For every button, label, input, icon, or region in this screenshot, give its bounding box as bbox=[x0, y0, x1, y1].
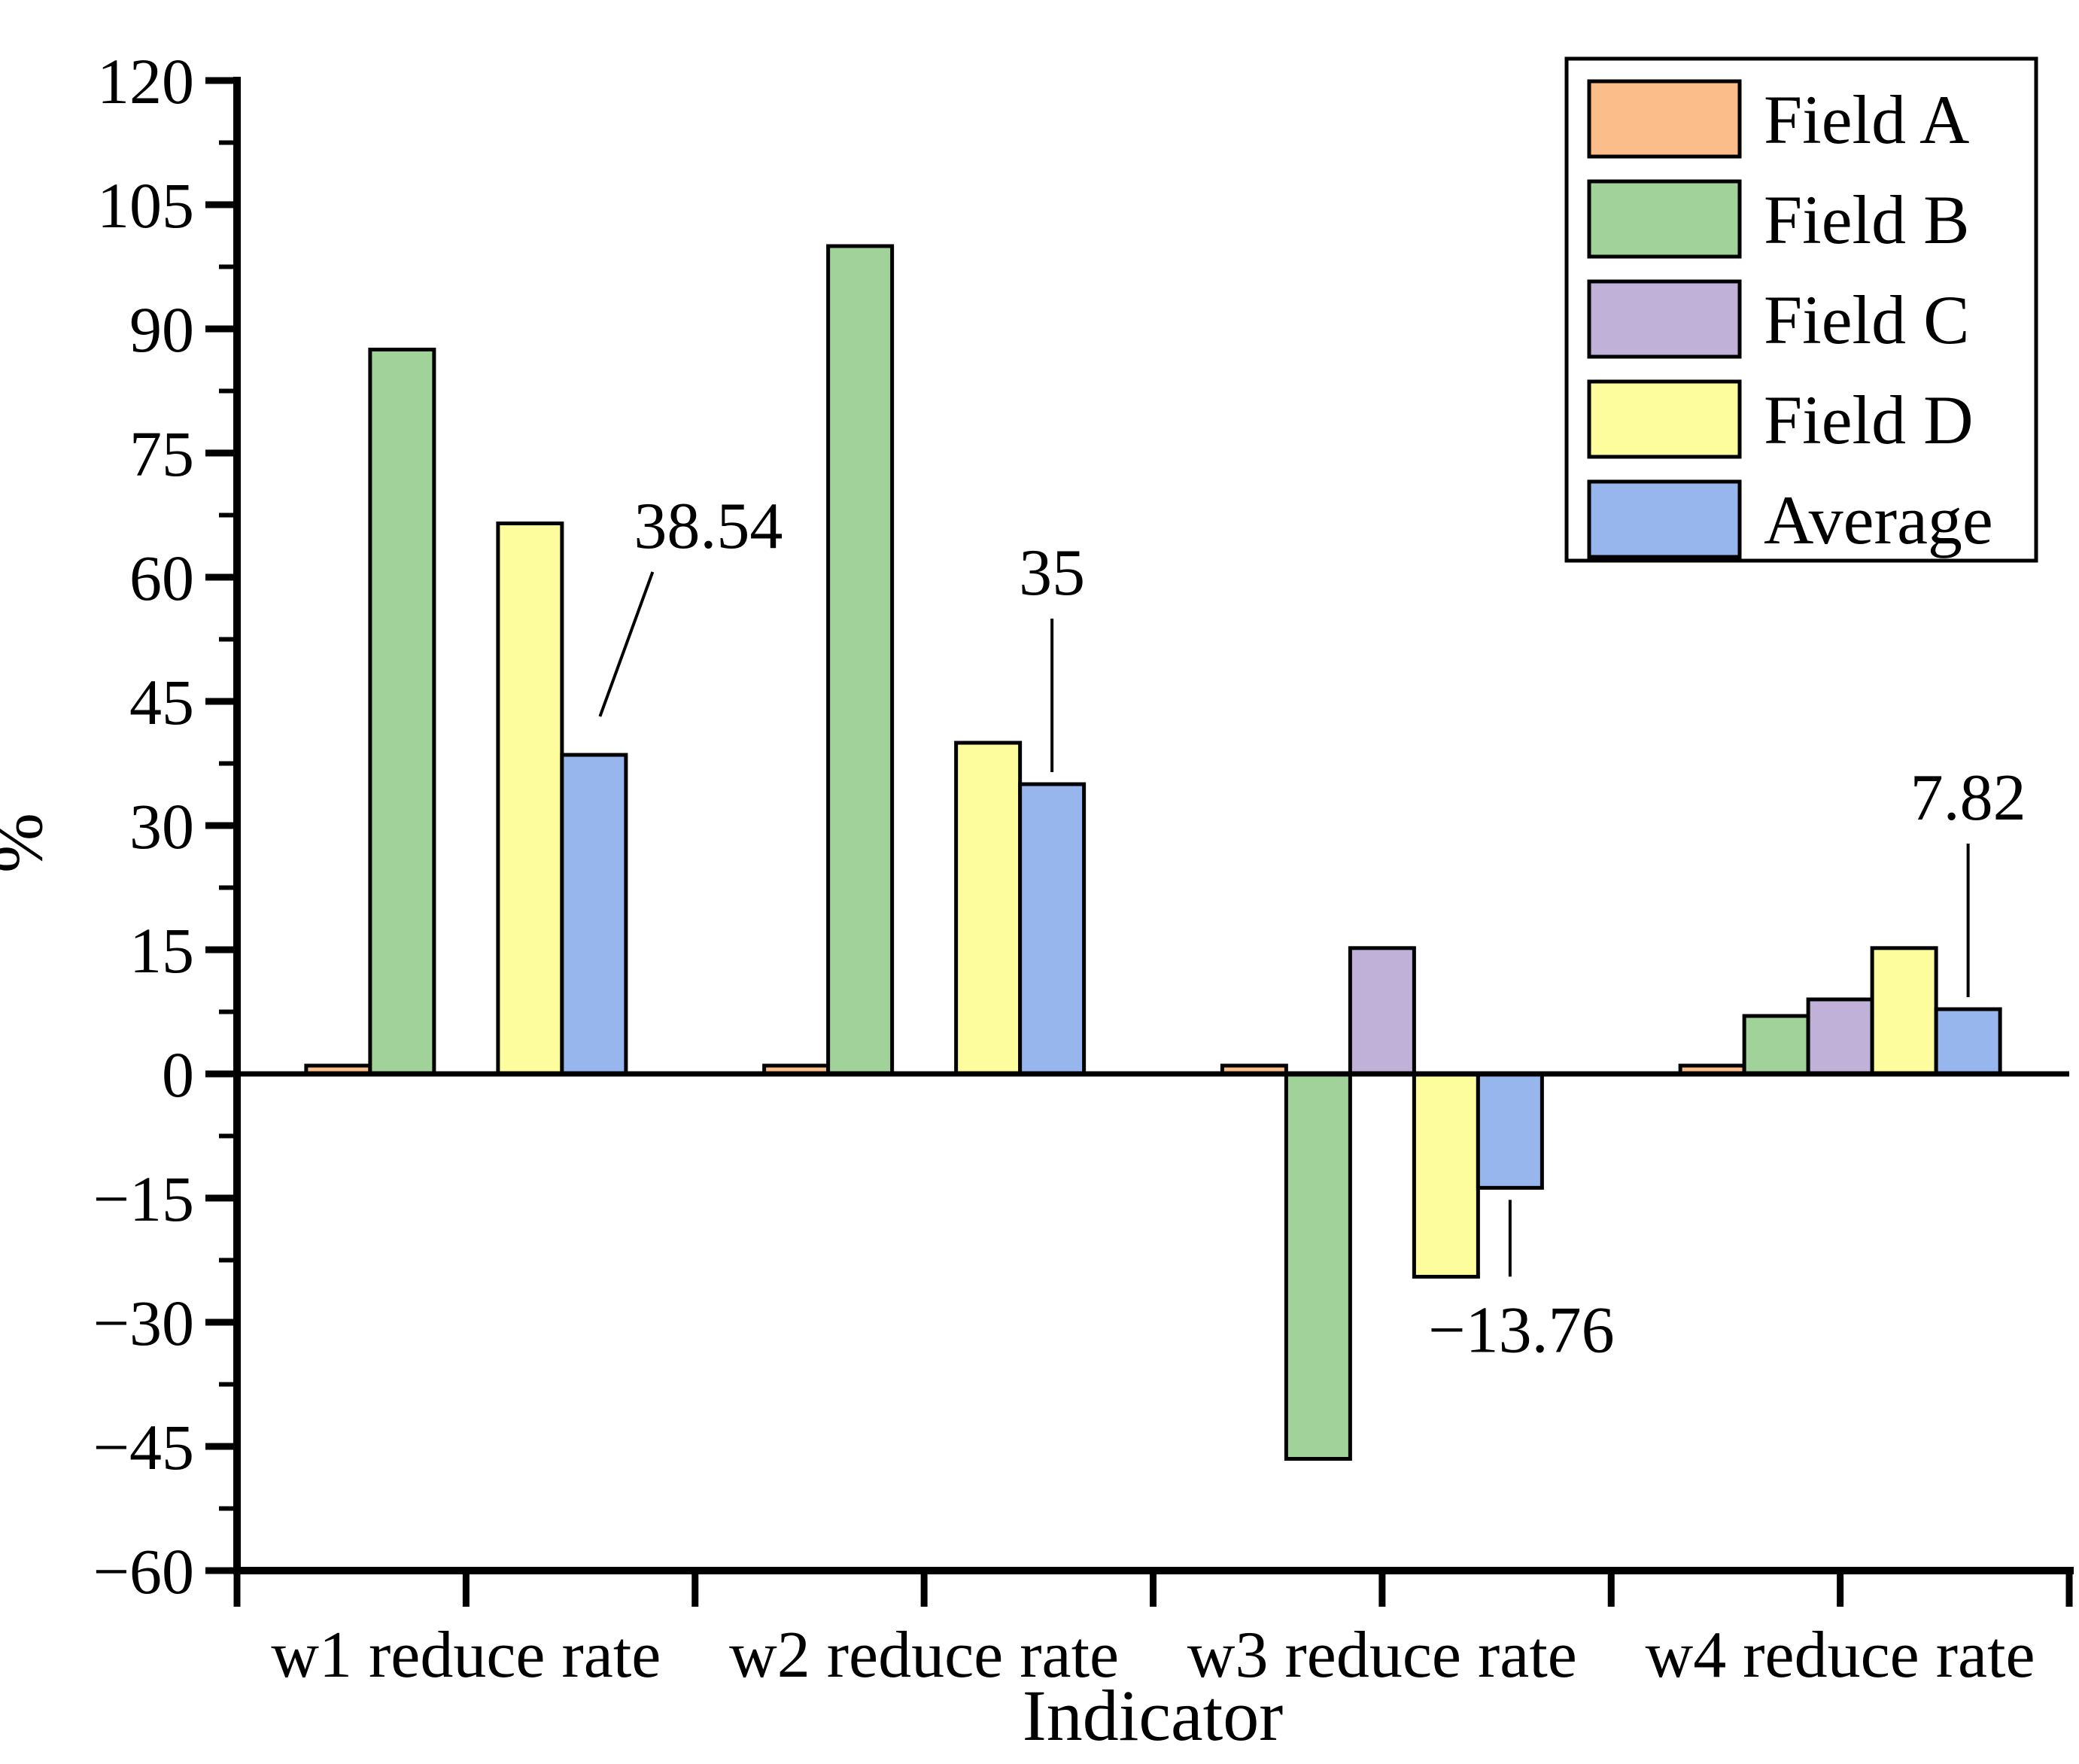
bar-average-w3 bbox=[1476, 1072, 1544, 1190]
annotation-1376: −13.76 bbox=[1428, 1294, 1615, 1367]
y-tick-label: 15 bbox=[129, 914, 194, 987]
legend-swatch-field-d bbox=[1587, 379, 1742, 459]
annotation-782: 7.82 bbox=[1910, 762, 2026, 835]
legend-label-average: Average bbox=[1764, 482, 1993, 558]
legend-label-field-d: Field D bbox=[1764, 382, 1974, 458]
y-tick-label: −30 bbox=[93, 1287, 194, 1359]
y-axis-title: % bbox=[0, 813, 57, 873]
annotation-3854-leader bbox=[598, 571, 655, 717]
bar-field-b-w1 bbox=[368, 348, 436, 1076]
bar-average-w1 bbox=[560, 753, 628, 1076]
annotation-35: 35 bbox=[1019, 537, 1085, 610]
bar-field-d-w2 bbox=[954, 741, 1023, 1076]
y-tick-label: 120 bbox=[97, 45, 194, 117]
bar-field-c-w3 bbox=[1348, 946, 1416, 1076]
legend-swatch-field-c bbox=[1587, 279, 1742, 359]
y-tick-label: 60 bbox=[129, 542, 194, 614]
legend-swatch-average bbox=[1587, 479, 1742, 559]
annotation-3854: 38.54 bbox=[634, 490, 783, 563]
bar-average-w2 bbox=[1018, 782, 1087, 1076]
legend-label-field-a: Field A bbox=[1764, 81, 1969, 158]
legend-label-field-c: Field C bbox=[1764, 281, 1969, 358]
bar-field-b-w2 bbox=[826, 244, 895, 1076]
bar-field-b-w3 bbox=[1284, 1072, 1352, 1461]
y-tick-label: 45 bbox=[129, 666, 194, 738]
legend-swatch-field-b bbox=[1587, 179, 1742, 259]
bar-average-w4 bbox=[1934, 1007, 2002, 1076]
y-tick-label: 75 bbox=[129, 418, 194, 490]
legend-swatch-field-a bbox=[1587, 79, 1742, 159]
bar-field-d-w4 bbox=[1870, 946, 1938, 1076]
x-tick-label-w1: w1 reduce rate bbox=[271, 1619, 661, 1692]
legend-label-field-b: Field B bbox=[1764, 181, 1969, 258]
bar-field-d-w1 bbox=[496, 522, 564, 1076]
y-tick-label: −60 bbox=[93, 1535, 194, 1607]
y-tick-label: −15 bbox=[93, 1163, 194, 1235]
bar-field-c-w4 bbox=[1806, 997, 1874, 1076]
x-tick-label-w4: w4 reduce rate bbox=[1646, 1619, 2035, 1692]
y-tick-label: 0 bbox=[162, 1039, 194, 1111]
x-tick-label-w3: w3 reduce rate bbox=[1187, 1619, 1577, 1692]
bar-field-b-w4 bbox=[1742, 1014, 1810, 1076]
y-tick-label: 90 bbox=[129, 293, 194, 366]
y-tick-label: 105 bbox=[97, 169, 194, 242]
y-tick-label: 30 bbox=[129, 790, 194, 862]
y-tick-label: −45 bbox=[93, 1411, 194, 1483]
x-tick-label-w2: w2 reduce rate bbox=[729, 1619, 1119, 1692]
x-axis-title: Indicator bbox=[1023, 1675, 1284, 1756]
bar-field-d-w3 bbox=[1412, 1072, 1480, 1279]
